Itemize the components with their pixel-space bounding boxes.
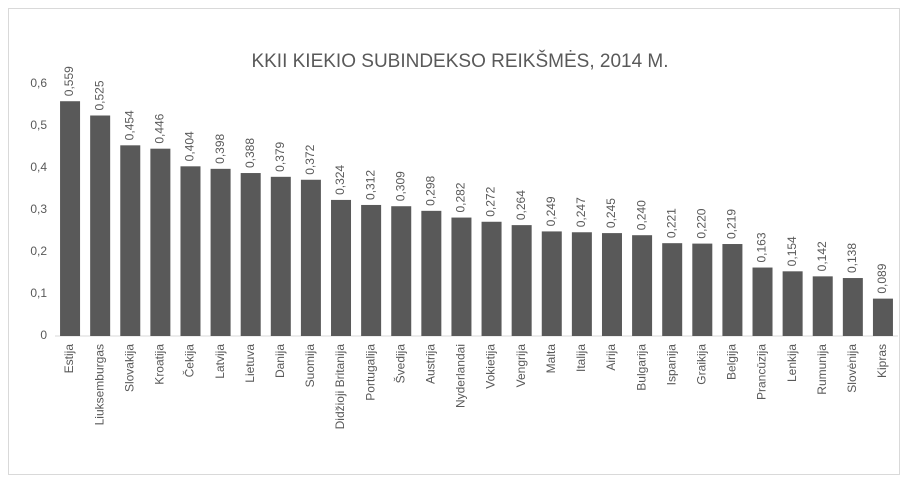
bar — [60, 101, 81, 336]
bar — [270, 176, 291, 336]
bar — [240, 173, 261, 336]
bar — [150, 148, 171, 336]
x-tick-label: Bulgarija — [634, 344, 648, 391]
y-tick-label: 0,5 — [30, 118, 47, 132]
x-tick-label: Danija — [273, 344, 287, 378]
value-label: 0,154 — [785, 236, 799, 266]
bar — [632, 235, 653, 336]
x-tick-label: Italija — [574, 344, 588, 372]
x-tick-label: Čekija — [182, 344, 197, 378]
x-tick-label: Kroatija — [153, 344, 167, 385]
bar — [752, 267, 773, 336]
bar — [300, 179, 321, 336]
x-tick-label: Ispanija — [664, 344, 678, 386]
bar — [842, 278, 863, 336]
x-tick-label: Lietuva — [243, 344, 257, 383]
x-tick-label: Vokietija — [484, 344, 498, 389]
value-label: 0,309 — [393, 171, 407, 201]
bar — [812, 276, 833, 336]
x-tick-label: Estija — [62, 344, 76, 374]
value-label: 0,282 — [454, 182, 468, 212]
x-tick-label: Didžioji Britanija — [333, 344, 347, 430]
value-label: 0,398 — [213, 133, 227, 163]
value-label: 0,525 — [92, 80, 106, 110]
value-label: 0,404 — [183, 131, 197, 161]
x-tick-label: Slovakija — [122, 344, 136, 392]
value-label: 0,559 — [62, 66, 76, 96]
x-tick-label: Portugalija — [363, 344, 377, 401]
value-label: 0,138 — [845, 243, 859, 273]
bar — [511, 225, 532, 336]
x-tick-label: Malta — [544, 344, 558, 374]
x-tick-label: Vengrija — [514, 344, 528, 388]
y-tick-label: 0,4 — [30, 160, 47, 174]
x-tick-label: Latvija — [213, 344, 227, 379]
bar — [391, 206, 412, 336]
value-label: 0,446 — [153, 113, 167, 143]
x-tick-label: Prancūzija — [755, 344, 769, 400]
value-label: 0,245 — [604, 198, 618, 228]
value-label: 0,219 — [725, 209, 739, 239]
x-tick-label: Švedija — [392, 344, 407, 384]
x-tick-label: Austrija — [424, 344, 438, 384]
x-tick-label: Rumunija — [815, 344, 829, 395]
y-tick-label: 0 — [40, 328, 47, 342]
value-label: 0,324 — [333, 165, 347, 195]
value-label: 0,221 — [664, 208, 678, 238]
bar — [210, 168, 231, 336]
bar — [541, 231, 562, 336]
bar — [782, 271, 803, 336]
x-tick-label: Suomija — [303, 344, 317, 388]
x-tick-label: Lenkija — [785, 344, 799, 382]
y-tick-label: 0,2 — [30, 244, 47, 258]
bar — [571, 232, 592, 336]
bar — [90, 115, 111, 336]
value-label: 0,264 — [514, 190, 528, 220]
bar — [662, 243, 683, 336]
value-label: 0,089 — [875, 263, 889, 293]
bar — [361, 204, 382, 336]
value-label: 0,142 — [815, 241, 829, 271]
value-label: 0,240 — [634, 200, 648, 230]
bar — [692, 243, 713, 336]
bar — [331, 199, 352, 336]
x-tick-label: Slovėnija — [845, 344, 859, 393]
x-tick-label: Nyderlandai — [454, 344, 468, 408]
y-tick-label: 0,3 — [30, 202, 47, 216]
value-label: 0,379 — [273, 141, 287, 171]
bar — [481, 221, 502, 336]
x-tick-label: Kipras — [875, 344, 889, 378]
x-tick-label: Airija — [604, 344, 618, 371]
value-label: 0,298 — [424, 175, 438, 205]
value-label: 0,247 — [574, 197, 588, 227]
x-tick-label: Liuksemburgas — [92, 344, 106, 425]
value-label: 0,272 — [484, 186, 498, 216]
value-label: 0,220 — [694, 208, 708, 238]
chart-title: KKII KIEKIO SUBINDEKSO REIKŠMĖS, 2014 M. — [251, 50, 668, 72]
value-label: 0,372 — [303, 144, 317, 174]
bar — [872, 298, 893, 336]
bar — [451, 217, 472, 336]
value-label: 0,312 — [363, 170, 377, 200]
bar — [722, 244, 743, 336]
bar — [421, 210, 442, 336]
y-tick-label: 0,6 — [30, 76, 47, 90]
value-label: 0,249 — [544, 196, 558, 226]
x-tick-label: Graikija — [694, 344, 708, 385]
value-label: 0,454 — [122, 110, 136, 140]
value-label: 0,163 — [755, 232, 769, 262]
value-label: 0,388 — [243, 138, 257, 168]
x-tick-label: Belgija — [725, 344, 739, 380]
bar — [180, 166, 201, 336]
y-tick-label: 0,1 — [30, 286, 47, 300]
bar — [601, 233, 622, 336]
bar — [120, 145, 141, 336]
